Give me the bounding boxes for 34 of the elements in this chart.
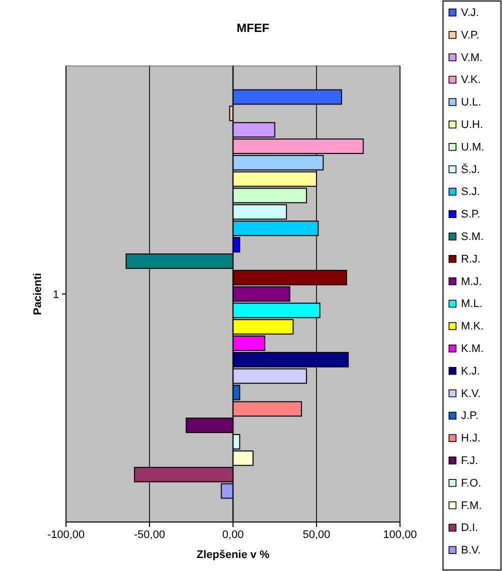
- legend-label: Š.J.: [461, 162, 480, 176]
- legend-label: J.P.: [461, 410, 479, 422]
- legend-label: S.M.: [461, 231, 484, 243]
- legend-label: K.M.: [461, 343, 484, 355]
- legend-label: V.J.: [461, 7, 479, 19]
- legend-label: F.M.: [461, 500, 482, 512]
- legend-label: K.J.: [461, 365, 480, 378]
- y-axis-title: Pacienti: [32, 272, 44, 316]
- legend-label: U.L.: [461, 96, 482, 109]
- y-tick-label: 1: [52, 289, 59, 301]
- legend-label: V.P.: [461, 29, 480, 42]
- legend-label: V.M.: [461, 52, 483, 64]
- legend-label: R.J.: [461, 253, 481, 266]
- x-tick-label: -100,00: [47, 529, 85, 541]
- legend-label: H.J.: [461, 432, 481, 445]
- legend-label: M.L.: [461, 298, 482, 310]
- x-tick-label: 0,00: [222, 529, 244, 541]
- legend-label: U.H.: [461, 119, 483, 131]
- legend-label: M.J.: [461, 276, 482, 288]
- legend-label: K.V.: [461, 388, 481, 400]
- legend-label: D.I.: [461, 522, 478, 534]
- legend-label: M.K.: [461, 320, 484, 333]
- x-axis-title: Zlepšenie v %: [196, 549, 270, 561]
- legend-label: V.K.: [461, 74, 481, 86]
- legend-label: S.P.: [461, 208, 480, 221]
- chart-title: MFEF: [236, 21, 270, 35]
- legend-label: S.J.: [461, 186, 480, 198]
- x-tick-label: 50,00: [302, 529, 330, 541]
- legend-label: F.J.: [461, 455, 478, 467]
- legend-label: U.M.: [461, 141, 484, 154]
- legend-label: B.V.: [461, 544, 481, 557]
- legend-label: F.O.: [461, 477, 482, 490]
- x-tick-label: -50,00: [134, 529, 166, 541]
- x-tick-label: 100,00: [383, 529, 417, 541]
